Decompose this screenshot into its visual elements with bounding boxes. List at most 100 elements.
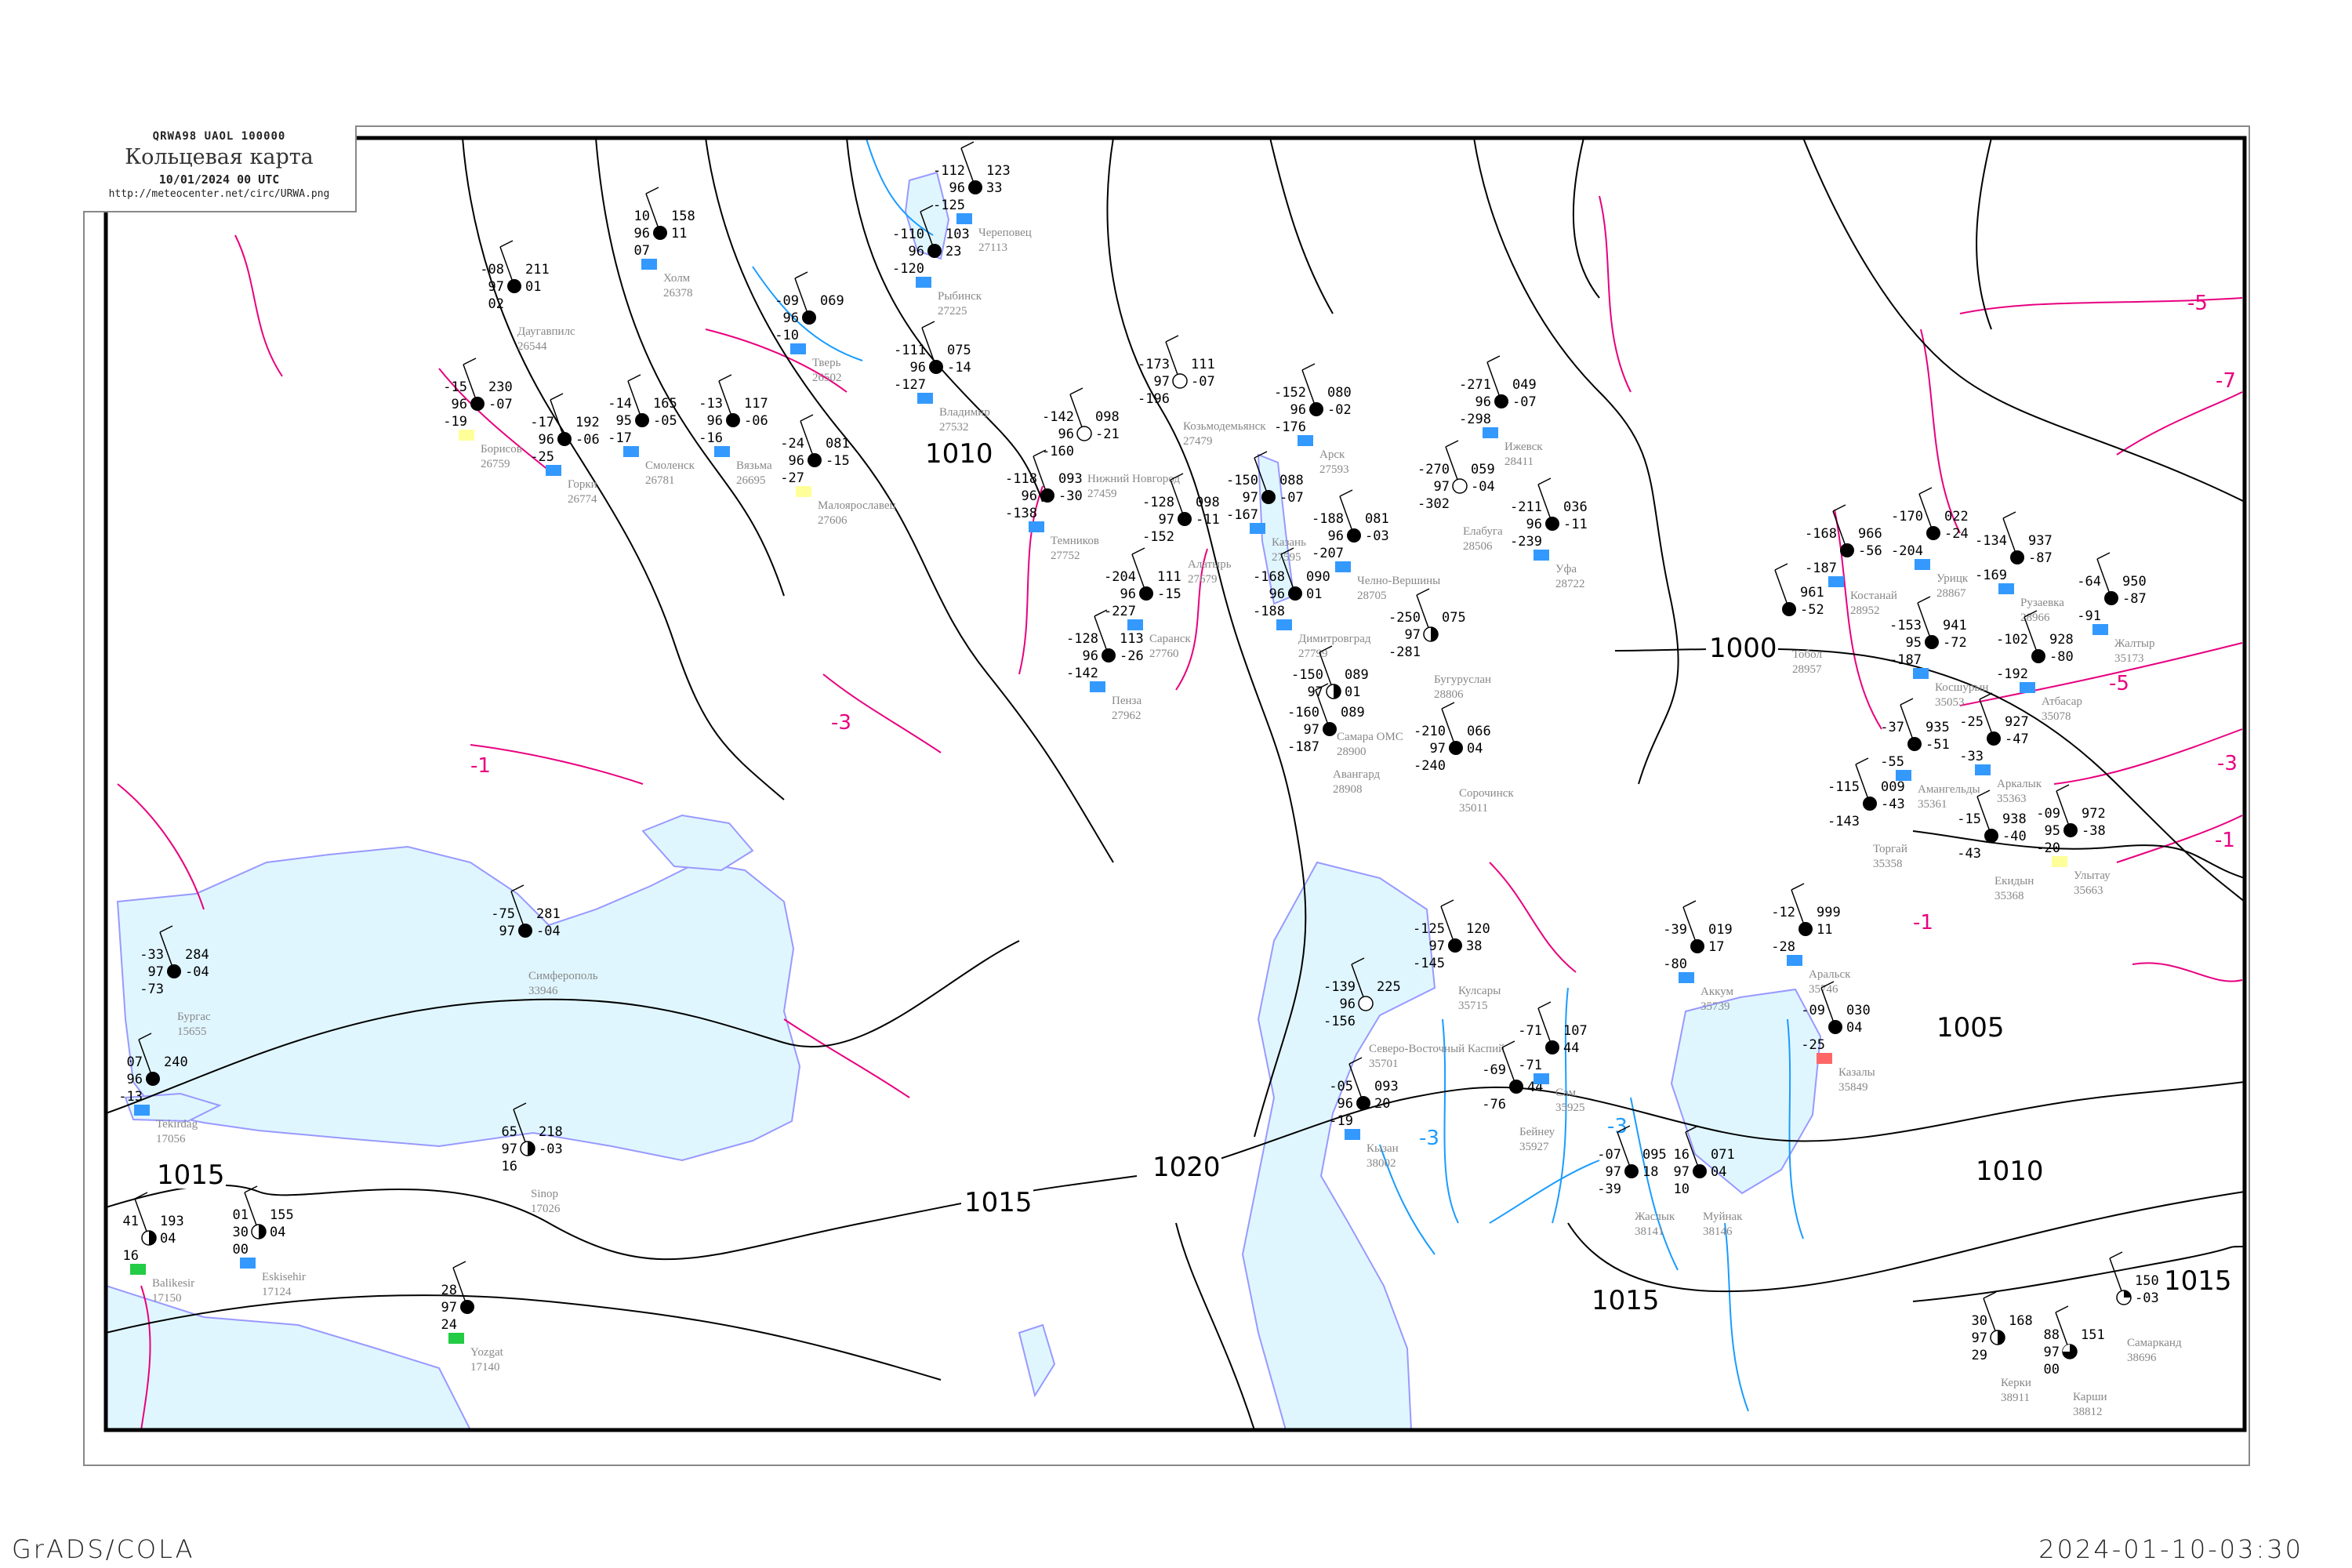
cloud-cover-overcast-icon	[1840, 543, 1854, 557]
isotherm-label-group: -3	[831, 711, 851, 735]
pressure: 158	[671, 209, 695, 224]
wind-barb-feather	[1537, 477, 1552, 485]
cloud-cover-half-fill	[149, 1231, 156, 1245]
station-name: Тобол	[1792, 648, 1822, 661]
dewpoint: -196	[1138, 391, 1170, 407]
temperature: 28	[441, 1283, 457, 1298]
pressure: 165	[653, 396, 677, 412]
isobar-label-group: 1015	[961, 1187, 1033, 1218]
wind-barb-feather	[550, 393, 564, 401]
cloud-cover-half-fill	[259, 1225, 266, 1239]
isotherm-label: -3	[831, 711, 851, 735]
weather-marker-snow	[623, 446, 639, 457]
dewpoint: -160	[1042, 444, 1074, 459]
wind-barb-feather	[800, 414, 814, 422]
wind-barb-feather	[1416, 588, 1430, 596]
station-27595: -150 088 97 -07 -167 Казань 27595	[1226, 451, 1306, 564]
temperature: -210	[1414, 724, 1446, 739]
isobar-label: 1010	[1976, 1156, 2044, 1187]
pressure-tendency: -87	[2028, 550, 2053, 566]
station-id: 38146	[1703, 1225, 1733, 1238]
cloud-cover-partial-fill	[2063, 1345, 2070, 1352]
pressure: 966	[1858, 526, 1882, 542]
visibility: 95	[1906, 635, 1922, 651]
isotherm-label: -3	[1419, 1127, 1439, 1150]
wind-barb-feather	[1832, 504, 1846, 512]
pressure-tendency: -47	[2005, 731, 2029, 747]
isotherm-line	[2116, 391, 2243, 456]
aral-sea	[1670, 988, 1822, 1195]
station-name: Аркалык	[1997, 778, 2042, 790]
pressure-tendency: 04	[1711, 1164, 1726, 1180]
station-name: Рузаевка	[2020, 597, 2064, 609]
station-id: 28952	[1850, 604, 1880, 617]
station-27459: -142 098 96 -21 -160 Нижний Новгород 27459	[1042, 387, 1180, 500]
station-17056: 07 240 96 -13 Tekirdag 17056	[118, 1033, 198, 1145]
visibility: 97	[1430, 741, 1446, 757]
isobar-label: 1010	[925, 438, 993, 470]
dewpoint: -145	[1413, 956, 1445, 971]
wind-barb-feather	[244, 1185, 258, 1193]
station-38696: 150-03 Самарканд 38696	[2109, 1251, 2182, 1364]
isobar-line	[1572, 138, 1600, 299]
station-35078: -102 928-80 -192 Атбасар 35078	[1996, 610, 2082, 723]
wind-barb-feather	[921, 321, 935, 328]
isotherm-label: -5	[2109, 672, 2129, 695]
pressure: 972	[2082, 806, 2106, 822]
station-name: Самара ОМС	[1337, 731, 1403, 743]
pressure: 107	[1563, 1023, 1588, 1039]
station-27606: -24 081 96 -15 -27 Малоярославец 27606	[780, 414, 896, 527]
azov-sea	[641, 814, 754, 872]
cloud-cover-overcast-icon	[507, 279, 521, 293]
station-27760: -204 111 96 -15 -227 Саранск 27760	[1104, 547, 1192, 660]
cloud-cover-overcast-icon	[1448, 938, 1462, 953]
isobar-label-group: 1020	[1149, 1152, 1221, 1183]
isobar-line	[106, 940, 1020, 1114]
temperature: -128	[1066, 631, 1098, 647]
pressure: 095	[1642, 1147, 1667, 1163]
mediterranean	[106, 1284, 472, 1430]
station-name: Бейнеу	[1519, 1126, 1555, 1138]
dewpoint: -302	[1417, 496, 1450, 512]
cloud-cover-overcast-icon	[1693, 1164, 1707, 1178]
isotherm-line	[117, 783, 205, 910]
visibility: 97	[488, 279, 504, 295]
dewpoint: -187	[1889, 652, 1922, 668]
pressure: 081	[1365, 511, 1389, 527]
cloud-cover-overcast-icon	[557, 432, 572, 446]
cloud-cover-overcast-icon	[1261, 490, 1276, 504]
wind-barb-feather	[513, 1102, 527, 1110]
station-35361: -37 935 -51 -55 Амангельды 35361	[1880, 698, 1980, 811]
visibility: 96	[909, 244, 924, 260]
station-name: Сорочинск	[1459, 787, 1514, 800]
station-name: Жалтыр	[2114, 637, 2154, 650]
station-35663: -09 972 95 -38 -20 Улытау 35663	[2036, 784, 2111, 897]
pressure: 088	[1279, 473, 1304, 488]
wind-barb-feather	[1445, 440, 1459, 448]
station-name: Казань	[1272, 536, 1306, 549]
pressure-tendency: 04	[270, 1225, 285, 1240]
temperature: -102	[1996, 632, 2028, 648]
visibility: 97	[1243, 490, 1258, 506]
station-28722: -211 036 96 -11 -239 Уфа 28722	[1510, 477, 1588, 590]
isobar-line	[595, 138, 785, 597]
station-id: 35715	[1458, 1000, 1488, 1012]
station-name: Кулсары	[1458, 985, 1501, 997]
wind-barb-feather	[1791, 883, 1805, 891]
isobar-label-bg	[1933, 1013, 2005, 1041]
temperature: -270	[1417, 462, 1450, 477]
cloud-cover-overcast-icon	[1782, 602, 1796, 616]
pressure-tendency: -03	[2135, 1290, 2159, 1306]
dewpoint: -19	[443, 414, 467, 430]
pressure: 937	[2028, 533, 2053, 549]
cloud-cover-overcast-icon	[1987, 731, 2001, 746]
bulletin-code: QRWA98 UAOL 100000	[152, 130, 286, 143]
station-id: 28900	[1337, 746, 1367, 758]
weather-marker-fog	[2052, 856, 2067, 867]
isobar-line	[1802, 138, 2245, 503]
isobar-line	[1976, 138, 1992, 330]
station-26378: 10 158 96 11 07 Холм 26378	[634, 187, 695, 299]
station-id: 33946	[528, 985, 558, 997]
cloud-cover-overcast-icon	[1798, 922, 1813, 936]
station-name: Бургас	[177, 1011, 211, 1023]
